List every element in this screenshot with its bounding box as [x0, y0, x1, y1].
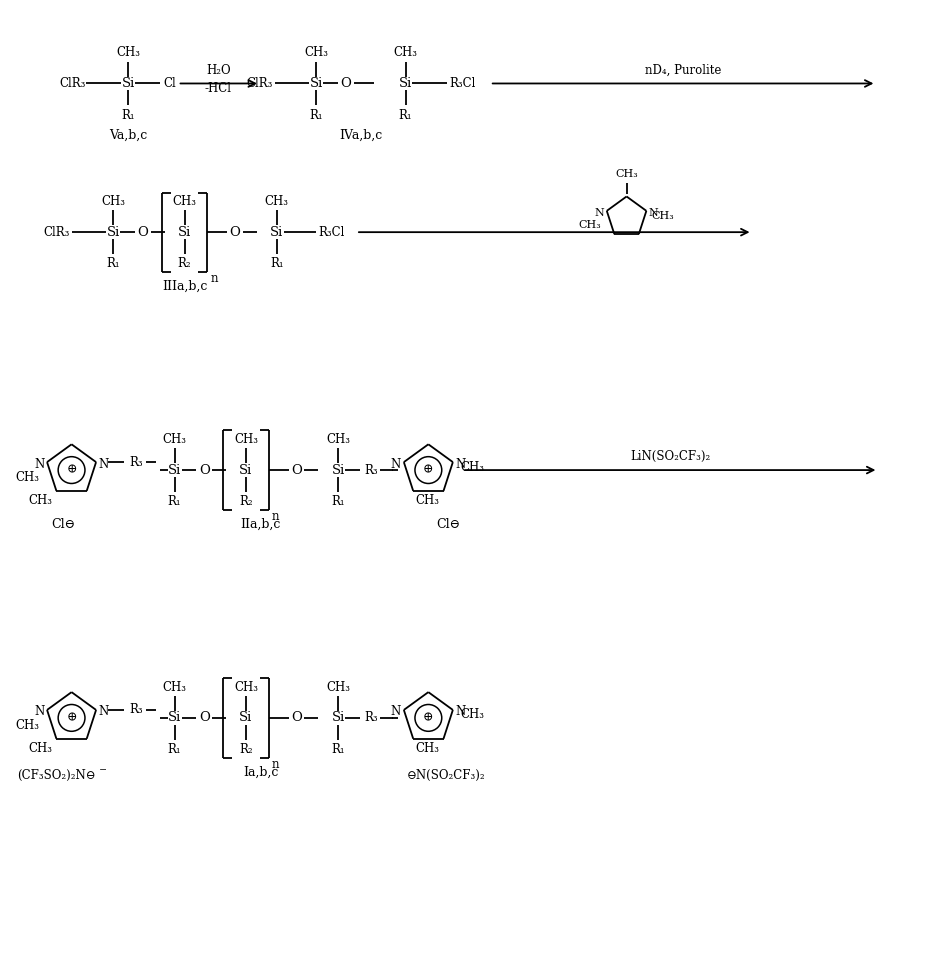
Text: CH₃: CH₃ — [651, 211, 675, 221]
Text: CH₃: CH₃ — [15, 472, 39, 484]
Text: CH₃: CH₃ — [461, 708, 485, 722]
Text: IIIa,b,c: IIIa,b,c — [162, 280, 207, 293]
Text: R₁: R₁ — [331, 496, 345, 508]
Text: CH₃: CH₃ — [15, 720, 39, 732]
Text: Si: Si — [331, 463, 344, 477]
Text: CH₃: CH₃ — [101, 195, 125, 208]
Text: O: O — [229, 226, 241, 238]
Text: N: N — [99, 457, 110, 471]
Text: O: O — [138, 226, 149, 238]
Text: LiN(SO₂CF₃)₂: LiN(SO₂CF₃)₂ — [630, 450, 710, 462]
Text: N: N — [391, 705, 401, 719]
Text: R₁: R₁ — [331, 744, 345, 756]
Text: Si: Si — [240, 711, 253, 724]
Text: R₃: R₃ — [129, 456, 142, 469]
Text: CH₃: CH₃ — [578, 220, 601, 230]
Text: n: n — [271, 510, 279, 523]
Text: n: n — [271, 758, 279, 770]
Text: CH₃: CH₃ — [304, 46, 329, 59]
Text: Si: Si — [240, 463, 253, 477]
Text: CH₃: CH₃ — [326, 680, 350, 694]
Text: Si: Si — [271, 226, 284, 238]
Text: R₁: R₁ — [107, 257, 120, 271]
Text: R₁: R₁ — [168, 496, 182, 508]
Text: N: N — [34, 457, 44, 471]
Text: Si: Si — [331, 711, 344, 724]
Text: n: n — [211, 272, 218, 285]
Text: R₃: R₃ — [129, 703, 142, 717]
Text: H₂O: H₂O — [206, 64, 230, 78]
Text: -HCl: -HCl — [205, 82, 232, 95]
Text: Va,b,c: Va,b,c — [109, 128, 147, 142]
Text: Si: Si — [122, 77, 135, 90]
Text: CH₃: CH₃ — [172, 195, 197, 208]
Text: R₃Cl: R₃Cl — [318, 226, 344, 238]
Text: R₂: R₂ — [178, 257, 191, 271]
Text: (CF₃SO₂)₂N⊖: (CF₃SO₂)₂N⊖ — [18, 768, 96, 782]
Text: R₃: R₃ — [364, 463, 378, 477]
Text: O: O — [199, 463, 210, 477]
Text: Si: Si — [168, 463, 182, 477]
Text: CH₃: CH₃ — [29, 495, 52, 507]
Text: CH₃: CH₃ — [393, 46, 417, 59]
Text: CH₃: CH₃ — [234, 680, 258, 694]
Text: R₁: R₁ — [310, 109, 323, 122]
Text: R₁: R₁ — [399, 109, 413, 122]
Text: N: N — [595, 208, 605, 218]
Text: N: N — [456, 457, 466, 471]
Text: R₂: R₂ — [240, 744, 253, 756]
Text: CH₃: CH₃ — [615, 168, 638, 179]
Text: IIa,b,c: IIa,b,c — [241, 518, 281, 531]
Text: ⊕: ⊕ — [66, 711, 77, 724]
Text: ClR₃: ClR₃ — [247, 77, 273, 90]
Text: Si: Si — [168, 711, 182, 724]
Text: CH₃: CH₃ — [415, 743, 439, 755]
Text: N: N — [99, 705, 110, 719]
Text: CH₃: CH₃ — [326, 433, 350, 446]
Text: N: N — [34, 705, 44, 719]
Text: O: O — [291, 711, 302, 724]
Text: Ia,b,c: Ia,b,c — [243, 766, 279, 779]
Text: N: N — [456, 705, 466, 719]
Text: R₂: R₂ — [240, 496, 253, 508]
Text: R₃: R₃ — [364, 711, 378, 724]
Text: Cl⊖: Cl⊖ — [436, 518, 461, 531]
Text: O: O — [341, 77, 352, 90]
Text: CH₃: CH₃ — [461, 460, 485, 474]
Text: CH₃: CH₃ — [265, 195, 288, 208]
Text: N: N — [391, 457, 401, 471]
Text: Si: Si — [107, 226, 120, 238]
Text: O: O — [291, 463, 302, 477]
Text: CH₃: CH₃ — [415, 495, 439, 507]
Text: R₁: R₁ — [122, 109, 135, 122]
Text: Cl: Cl — [163, 77, 176, 90]
Text: Si: Si — [399, 77, 412, 90]
Text: Si: Si — [310, 77, 323, 90]
Text: CH₃: CH₃ — [29, 743, 52, 755]
Text: R₃Cl: R₃Cl — [449, 77, 475, 90]
Text: ClR₃: ClR₃ — [59, 77, 86, 90]
Text: ⊖N(SO₂CF₃)₂: ⊖N(SO₂CF₃)₂ — [407, 768, 486, 782]
Text: IVa,b,c: IVa,b,c — [340, 128, 383, 142]
Text: R₁: R₁ — [168, 744, 182, 756]
Text: CH₃: CH₃ — [163, 680, 186, 694]
Text: Cl⊖: Cl⊖ — [51, 518, 76, 531]
Text: ⊕: ⊕ — [423, 463, 433, 477]
Text: ⊕: ⊕ — [423, 711, 433, 724]
Text: R₁: R₁ — [270, 257, 284, 271]
Text: ⊕: ⊕ — [66, 463, 77, 477]
Text: O: O — [199, 711, 210, 724]
Text: N: N — [649, 208, 658, 218]
Text: Si: Si — [178, 226, 191, 238]
Text: nD₄, Purolite: nD₄, Purolite — [645, 64, 722, 78]
Text: CH₃: CH₃ — [234, 433, 258, 446]
Text: CH₃: CH₃ — [163, 433, 186, 446]
Text: CH₃: CH₃ — [116, 46, 140, 59]
Text: ClR₃: ClR₃ — [43, 226, 70, 238]
